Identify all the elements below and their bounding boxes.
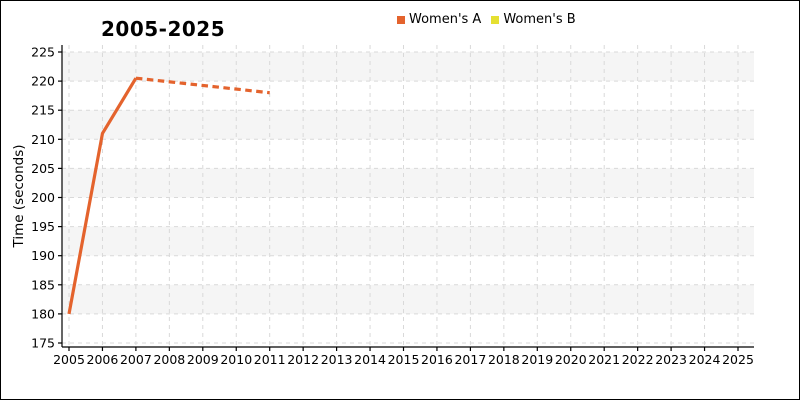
legend-swatch-women-s-b (491, 15, 500, 24)
y-tick-label: 175 (31, 336, 55, 351)
x-tick-label: 2019 (521, 352, 553, 367)
x-tick-label: 2011 (254, 352, 286, 367)
band (62, 52, 754, 82)
y-tick-label: 215 (31, 103, 55, 118)
y-tick-label: 185 (31, 277, 55, 292)
band (62, 168, 754, 198)
background-bands (62, 52, 754, 314)
x-tick-label: 2015 (388, 352, 420, 367)
series-segment-dashed (135, 76, 270, 95)
legend-label-women-s-b: Women's B (503, 12, 576, 27)
y-tick-label: 195 (31, 219, 55, 234)
grid-vertical (68, 45, 739, 347)
x-tick-label: 2009 (187, 352, 219, 367)
x-tick-label: 2006 (87, 352, 119, 367)
x-tick-label: 2018 (488, 352, 520, 367)
x-tick-label: 2017 (454, 352, 486, 367)
band (62, 226, 754, 256)
chart-title: 2005-2025 (101, 17, 226, 41)
x-tick-label: 2021 (588, 352, 620, 367)
y-tick-label: 180 (31, 306, 55, 321)
x-tick-label: 2022 (622, 352, 654, 367)
y-axis-title: Time (seconds) (11, 144, 27, 248)
legend-item-women-s-b: Women's B (491, 12, 576, 27)
band (62, 284, 754, 314)
x-tick-label: 2023 (655, 352, 687, 367)
series-segment-solid (67, 77, 138, 315)
y-tick-label: 190 (31, 248, 55, 263)
x-tick-label: 2016 (421, 352, 453, 367)
y-tick-label: 205 (31, 161, 55, 176)
x-tick-label: 2025 (722, 352, 754, 367)
x-tick-label: 2010 (220, 352, 252, 367)
band (62, 110, 754, 140)
series-line-women-s-a (67, 76, 270, 315)
y-tick-label: 200 (31, 190, 55, 205)
axes (58, 45, 754, 351)
x-tick-label: 2020 (555, 352, 587, 367)
legend-item-women-s-a: Women's A (397, 12, 481, 27)
grid-horizontal (62, 51, 754, 344)
x-tick-label: 2013 (321, 352, 353, 367)
x-tick-label: 2012 (287, 352, 319, 367)
y-tick-label: 225 (31, 45, 55, 60)
x-tick-label: 2005 (53, 352, 85, 367)
legend-swatch-women-s-a (397, 15, 405, 24)
x-tick-label: 2007 (120, 352, 152, 367)
legend: Women's A Women's B (397, 12, 576, 27)
y-tick-labels: 175 180 185 190 195 200 205 210 215 220 225 (31, 45, 55, 351)
y-tick-label: 210 (31, 132, 55, 147)
legend-label-women-s-a: Women's A (409, 12, 482, 27)
x-tick-label: 2008 (153, 352, 185, 367)
x-tick-label: 2024 (689, 352, 721, 367)
y-tick-label: 220 (31, 74, 55, 89)
x-tick-label: 2014 (354, 352, 386, 367)
x-tick-labels: 2005 2006 2007 2008 2009 2010 2011 2012 2013 2014… (53, 352, 754, 367)
